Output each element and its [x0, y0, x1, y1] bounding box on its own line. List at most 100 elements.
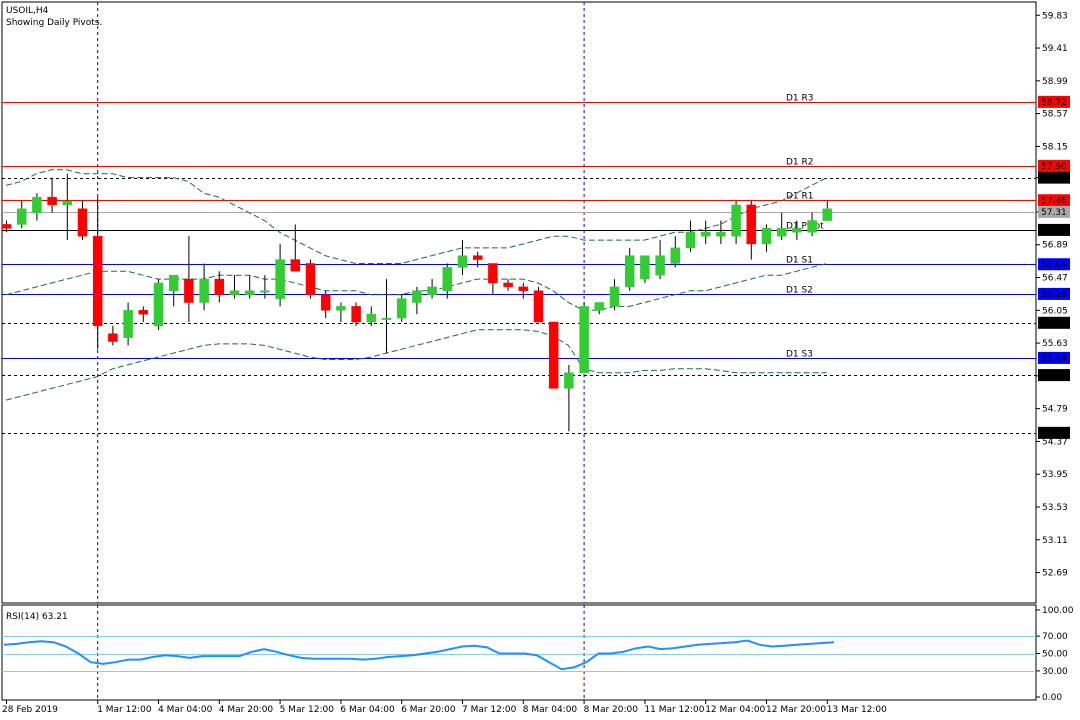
level-price-label: 55.89: [1041, 319, 1067, 329]
current-price-label-bg: [1038, 205, 1070, 218]
rsi-tick-label: 30.00: [1042, 667, 1068, 677]
x-tick-label: 5 Mar 12:00: [280, 705, 335, 715]
pivot-label: D1 S1: [786, 256, 813, 266]
y-tick-label: 53.11: [1042, 536, 1068, 546]
candle-body-down: [47, 196, 57, 206]
candle-body-up: [275, 259, 285, 299]
candle-body-up: [670, 247, 681, 264]
pivot-price-label-bg: [1038, 95, 1070, 108]
candle-body-up: [685, 232, 696, 249]
candle-body-down: [305, 263, 316, 295]
pivot-price-label-bg: [1038, 159, 1070, 172]
level-price-label: 54.48: [1041, 429, 1067, 439]
candle-body-up: [564, 372, 574, 389]
x-tick-label: 6 Mar 20:00: [401, 705, 456, 715]
x-tick-label: 8 Mar 20:00: [584, 705, 639, 715]
candle-body-up: [442, 267, 453, 292]
candle-body-up: [168, 274, 179, 292]
y-tick-label: 56.05: [1042, 306, 1068, 316]
candle-body-up: [412, 290, 422, 303]
candle-body-down: [548, 321, 559, 389]
candle-body-up: [579, 306, 589, 373]
candle-body-down: [184, 278, 194, 303]
candle-body-down: [488, 263, 498, 284]
pivot-price-label-bg: [1038, 287, 1070, 300]
y-tick-label: 54.37: [1042, 437, 1068, 447]
level-price-label-bg: [1038, 369, 1070, 382]
candle-body-up: [381, 317, 392, 320]
candle-body-up: [62, 200, 73, 206]
candle-body-up: [16, 208, 27, 225]
candle-body-up: [396, 298, 407, 319]
candle-body-down: [108, 333, 118, 342]
y-tick-label: 58.99: [1042, 77, 1068, 87]
pivot-price-label-bg: [1038, 194, 1070, 207]
candle-body-up: [153, 282, 164, 327]
y-tick-label: 54.79: [1042, 405, 1068, 415]
level-lines: D1 R3 D1 R2 D1 R1 D1 Pivot D1 S1 D1 S2 D1 S3: [2, 94, 1036, 434]
y-tick-label: 59.83: [1042, 11, 1068, 21]
x-tick-label: 8 Mar 04:00: [523, 705, 578, 715]
level-price-label: 55.22: [1041, 371, 1067, 381]
candle-body-up: [594, 302, 605, 311]
y-tick-label: 56.89: [1042, 241, 1068, 251]
candle-body-down: [214, 278, 225, 295]
candle-body-up: [731, 204, 741, 237]
candle-body-up: [700, 232, 711, 237]
candle-body-up: [822, 208, 833, 221]
rsi-tick-label: 70.00: [1042, 632, 1068, 642]
pivot-price-label: 57.46: [1041, 196, 1067, 206]
rsi-line: [3, 639, 835, 671]
pivot-label: D1 R3: [786, 94, 814, 104]
time-axis: 28 Feb 2019 1 Mar 12:00 4 Mar 04:00 4 Mar 2…: [2, 700, 887, 715]
pivot-label: D1 S3: [786, 350, 813, 360]
candle-body-down: [351, 306, 361, 323]
x-tick-label: 4 Mar 04:00: [158, 705, 213, 715]
candle-body-up: [457, 255, 468, 268]
chart-title: USOIL,H4: [6, 6, 49, 16]
candle-body-up: [609, 286, 620, 307]
rsi-tick-label: 100.00: [1042, 606, 1074, 616]
candle-body-down: [503, 282, 513, 288]
x-tick-label: 12 Mar 04:00: [705, 705, 765, 715]
pivot-label: D1 R1: [786, 192, 814, 202]
candle-body-down: [77, 208, 88, 237]
pivot-price-label: 57.08: [1041, 226, 1067, 236]
x-tick-label: 4 Mar 20:00: [219, 705, 274, 715]
y-tick-label: 53.53: [1042, 503, 1068, 513]
pivot-label: D1 S2: [786, 286, 813, 296]
candle-body-up: [640, 255, 650, 280]
y-tick-label: 55.63: [1042, 339, 1068, 349]
pivot-price-label: 57.90: [1041, 162, 1067, 172]
y-tick-label: 58.57: [1042, 110, 1068, 120]
candle-body-down: [290, 259, 301, 272]
y-tick-label: 58.15: [1042, 142, 1068, 152]
bb-lower-line: [5, 329, 827, 401]
candle-body-up: [336, 306, 346, 311]
candle-body-up: [199, 278, 209, 303]
x-tick-label: 28 Feb 2019: [2, 705, 58, 715]
pivot-price-label-bg: [1038, 258, 1070, 271]
candle-body-down: [472, 255, 483, 260]
pivot-price-label-bg: [1038, 223, 1070, 236]
x-tick-label: 7 Mar 12:00: [462, 705, 517, 715]
candle-body-up: [366, 313, 377, 323]
candle-body-up: [792, 228, 802, 233]
x-tick-label: 1 Mar 12:00: [97, 705, 152, 715]
candles: [1, 173, 833, 432]
candle-body-down: [518, 286, 529, 292]
pivot-price-label-bg: [1038, 351, 1070, 364]
price-axis: 59.83 59.41 58.99 58.57 58.15 57.75 57.31 56.89…: [1036, 11, 1070, 579]
candle-body-up: [229, 290, 240, 295]
candle-body-up: [807, 220, 817, 233]
y-tick-label: 52.69: [1042, 569, 1068, 579]
candle-body-down: [92, 235, 103, 327]
candle-body-up: [624, 255, 635, 288]
pivot-price-label: 56.64: [1041, 260, 1067, 270]
rsi-tick-label: 0.00: [1042, 693, 1062, 703]
candle-body-down: [138, 310, 149, 315]
candle-body-up: [244, 290, 255, 295]
x-tick-label: 11 Mar 12:00: [644, 705, 704, 715]
chart-subtitle: Showing Daily Pivots.: [6, 18, 102, 28]
x-tick-label: 6 Mar 04:00: [340, 705, 395, 715]
